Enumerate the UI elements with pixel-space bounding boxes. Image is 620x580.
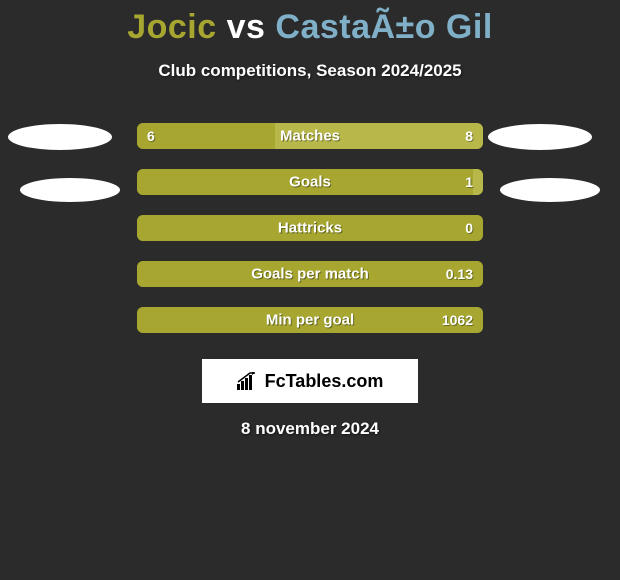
stat-bar-right (473, 169, 483, 195)
title-left-name: Jocic (127, 8, 216, 46)
stat-row: 0.13 Goals per match (0, 251, 620, 297)
stat-row: 0 Hattricks (0, 205, 620, 251)
stat-label: Goals per match (251, 266, 369, 283)
player-right-avatar-1 (488, 124, 592, 150)
comparison-infographic: Jocic vs CastaÃ±o Gil Club competitions,… (0, 0, 620, 580)
stat-value-right: 8 (465, 128, 473, 144)
player-left-avatar-1 (8, 124, 112, 150)
stat-bar-track: 6 8 Matches (137, 123, 483, 149)
stat-bar-track: 1 Goals (137, 169, 483, 195)
stat-row: 1062 Min per goal (0, 297, 620, 343)
brand-badge: FcTables.com (202, 359, 418, 403)
stat-value-left: 6 (147, 128, 155, 144)
stat-label: Goals (289, 174, 331, 191)
stat-value-right: 0.13 (446, 266, 473, 282)
stat-bar-track: 1062 Min per goal (137, 307, 483, 333)
title-vs: vs (217, 8, 276, 46)
subtitle: Club competitions, Season 2024/2025 (0, 61, 620, 81)
brand-text: FcTables.com (265, 371, 384, 392)
stat-value-right: 1062 (442, 312, 473, 328)
date-text: 8 november 2024 (0, 419, 620, 439)
title-right-name: CastaÃ±o Gil (275, 8, 492, 46)
stat-label: Matches (280, 128, 340, 145)
page-title: Jocic vs CastaÃ±o Gil (0, 0, 620, 47)
player-left-avatar-2 (20, 178, 120, 202)
brand-chart-icon (237, 372, 259, 390)
stat-label: Min per goal (266, 312, 354, 329)
chart-area: 6 8 Matches 1 Goals 0 Hattricks 0.13 Goals per m… (0, 113, 620, 439)
stat-label: Hattricks (278, 220, 342, 237)
stat-value-right: 0 (465, 220, 473, 236)
stat-bar-left (137, 123, 275, 149)
stat-bar-track: 0.13 Goals per match (137, 261, 483, 287)
stat-value-right: 1 (465, 174, 473, 190)
player-right-avatar-2 (500, 178, 600, 202)
stat-bar-track: 0 Hattricks (137, 215, 483, 241)
